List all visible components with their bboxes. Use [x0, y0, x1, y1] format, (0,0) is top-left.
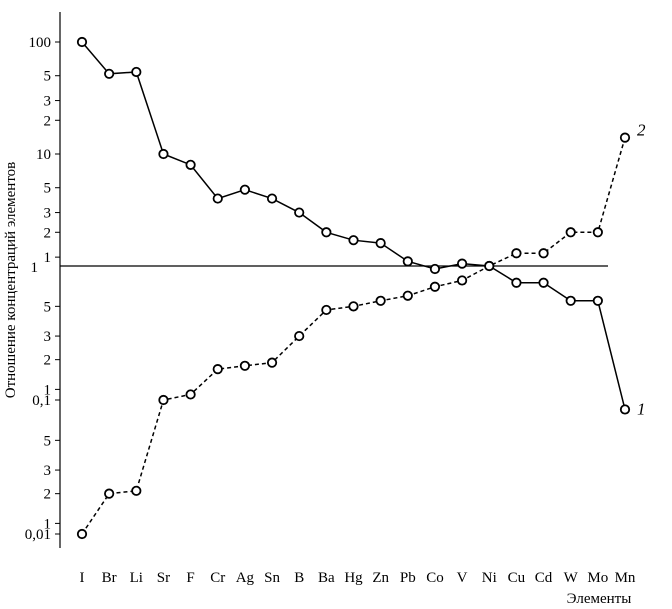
reference-line-label: 1: [31, 260, 39, 276]
x-tick-label: Mo: [587, 570, 608, 586]
y-tick-label: 3: [44, 94, 52, 110]
series-2-point: [619, 132, 631, 143]
series-2-point: [429, 281, 441, 292]
series-1-point: [565, 295, 576, 306]
x-tick-label: B: [294, 570, 304, 586]
y-tick-label: 10: [36, 147, 51, 163]
series-2-point: [456, 275, 468, 286]
series-2-line: [81, 137, 626, 535]
x-tick-label: Ba: [318, 570, 335, 586]
series-2-point: [348, 301, 359, 312]
series-2-point: [402, 290, 413, 301]
y-tick-label: 3: [44, 329, 52, 345]
series-1-point: [104, 68, 115, 79]
y-tick-label: 5: [44, 181, 52, 197]
x-tick-label: Mn: [615, 570, 636, 586]
x-axis-title: Элементы: [567, 591, 632, 607]
series-1-point: [239, 184, 250, 195]
y-tick-label: 0,1: [32, 393, 51, 409]
series-2-point: [158, 394, 169, 406]
series-2-point: [104, 488, 115, 499]
axis-titles: Отношение концентраций элементов Элемент…: [3, 162, 631, 607]
series-1-point: [185, 159, 196, 170]
y-tick-label: 1: [44, 382, 52, 398]
series-1-point: [511, 277, 522, 288]
series-2-point: [592, 227, 603, 238]
series-1-point: [131, 66, 142, 78]
series-1-point: [592, 295, 603, 306]
series-1-point: [456, 258, 468, 269]
series-2-point: [565, 227, 576, 238]
y-tick-label: 5: [44, 433, 52, 449]
x-tick-label: I: [80, 570, 85, 586]
y-tick-label: 2: [44, 113, 52, 129]
x-tick-label: Ni: [482, 570, 497, 586]
x-tick-label: Sn: [264, 570, 280, 586]
series-1-point: [158, 148, 169, 160]
series-2-point: [484, 260, 495, 272]
series-1-point: [76, 36, 88, 48]
y-tick-label: 2: [44, 487, 52, 503]
series-1-point: [348, 235, 359, 246]
y-tick-label: 0,01: [25, 527, 51, 543]
y-tick-label: 5: [44, 69, 52, 85]
y-tick-label: 2: [44, 225, 52, 241]
series-2-point: [76, 528, 88, 540]
series-1-point: [294, 207, 305, 218]
y-tick-label: 1: [44, 250, 52, 266]
y-axis-title: Отношение концентраций элементов: [3, 162, 19, 399]
x-tick-label: Co: [426, 570, 444, 586]
series-group: 12: [76, 36, 646, 540]
series-2-point: [266, 357, 278, 368]
series-1-point: [429, 263, 441, 275]
x-tick-label: Ag: [236, 570, 255, 586]
y-tick-label: 100: [29, 35, 52, 51]
series-1-label: 1: [637, 399, 646, 418]
series-1-point: [321, 227, 332, 238]
series-2-point: [131, 485, 142, 496]
series-1-point: [266, 193, 278, 204]
series-2-point: [538, 248, 549, 259]
x-tick-label: Cr: [210, 570, 225, 586]
y-tick-label: 5: [44, 299, 52, 315]
series-1-point: [375, 238, 386, 249]
series-2-point: [375, 295, 386, 306]
x-tick-label: F: [186, 570, 194, 586]
series-1-point: [619, 404, 631, 415]
x-tick-label: Hg: [344, 570, 363, 586]
x-tick-label: Cu: [508, 570, 526, 586]
x-axis: I Br Li Sr F Cr Ag Sn B Ba Hg Zn Pb Co V Ni Cu Cd W Mo Mn: [80, 570, 636, 586]
series-2-label: 2: [637, 121, 646, 140]
series-1-point: [402, 256, 413, 267]
reference-line-group: 1: [31, 260, 608, 276]
series-2-point: [294, 330, 305, 342]
series-2-point: [212, 364, 223, 375]
y-tick-label: 2: [44, 353, 52, 369]
y-tick-label: 3: [44, 463, 52, 479]
x-tick-label: Pb: [400, 570, 416, 586]
series-2-point: [239, 360, 250, 371]
x-tick-label: Zn: [372, 570, 389, 586]
y-tick-label: 3: [44, 206, 52, 222]
series-1-point: [538, 277, 549, 288]
x-tick-label: V: [457, 570, 468, 586]
x-tick-label: W: [564, 570, 579, 586]
y-tick-label: 1: [44, 516, 52, 532]
series-2-point: [185, 389, 196, 400]
x-tick-label: Br: [102, 570, 117, 586]
series-1-line: [81, 41, 626, 410]
x-tick-label: Cd: [535, 570, 553, 586]
x-tick-label: Sr: [157, 570, 170, 586]
series-2-point: [321, 304, 332, 316]
x-tick-label: Li: [130, 570, 143, 586]
series-2-point: [511, 248, 522, 259]
series-1-point: [212, 193, 223, 204]
